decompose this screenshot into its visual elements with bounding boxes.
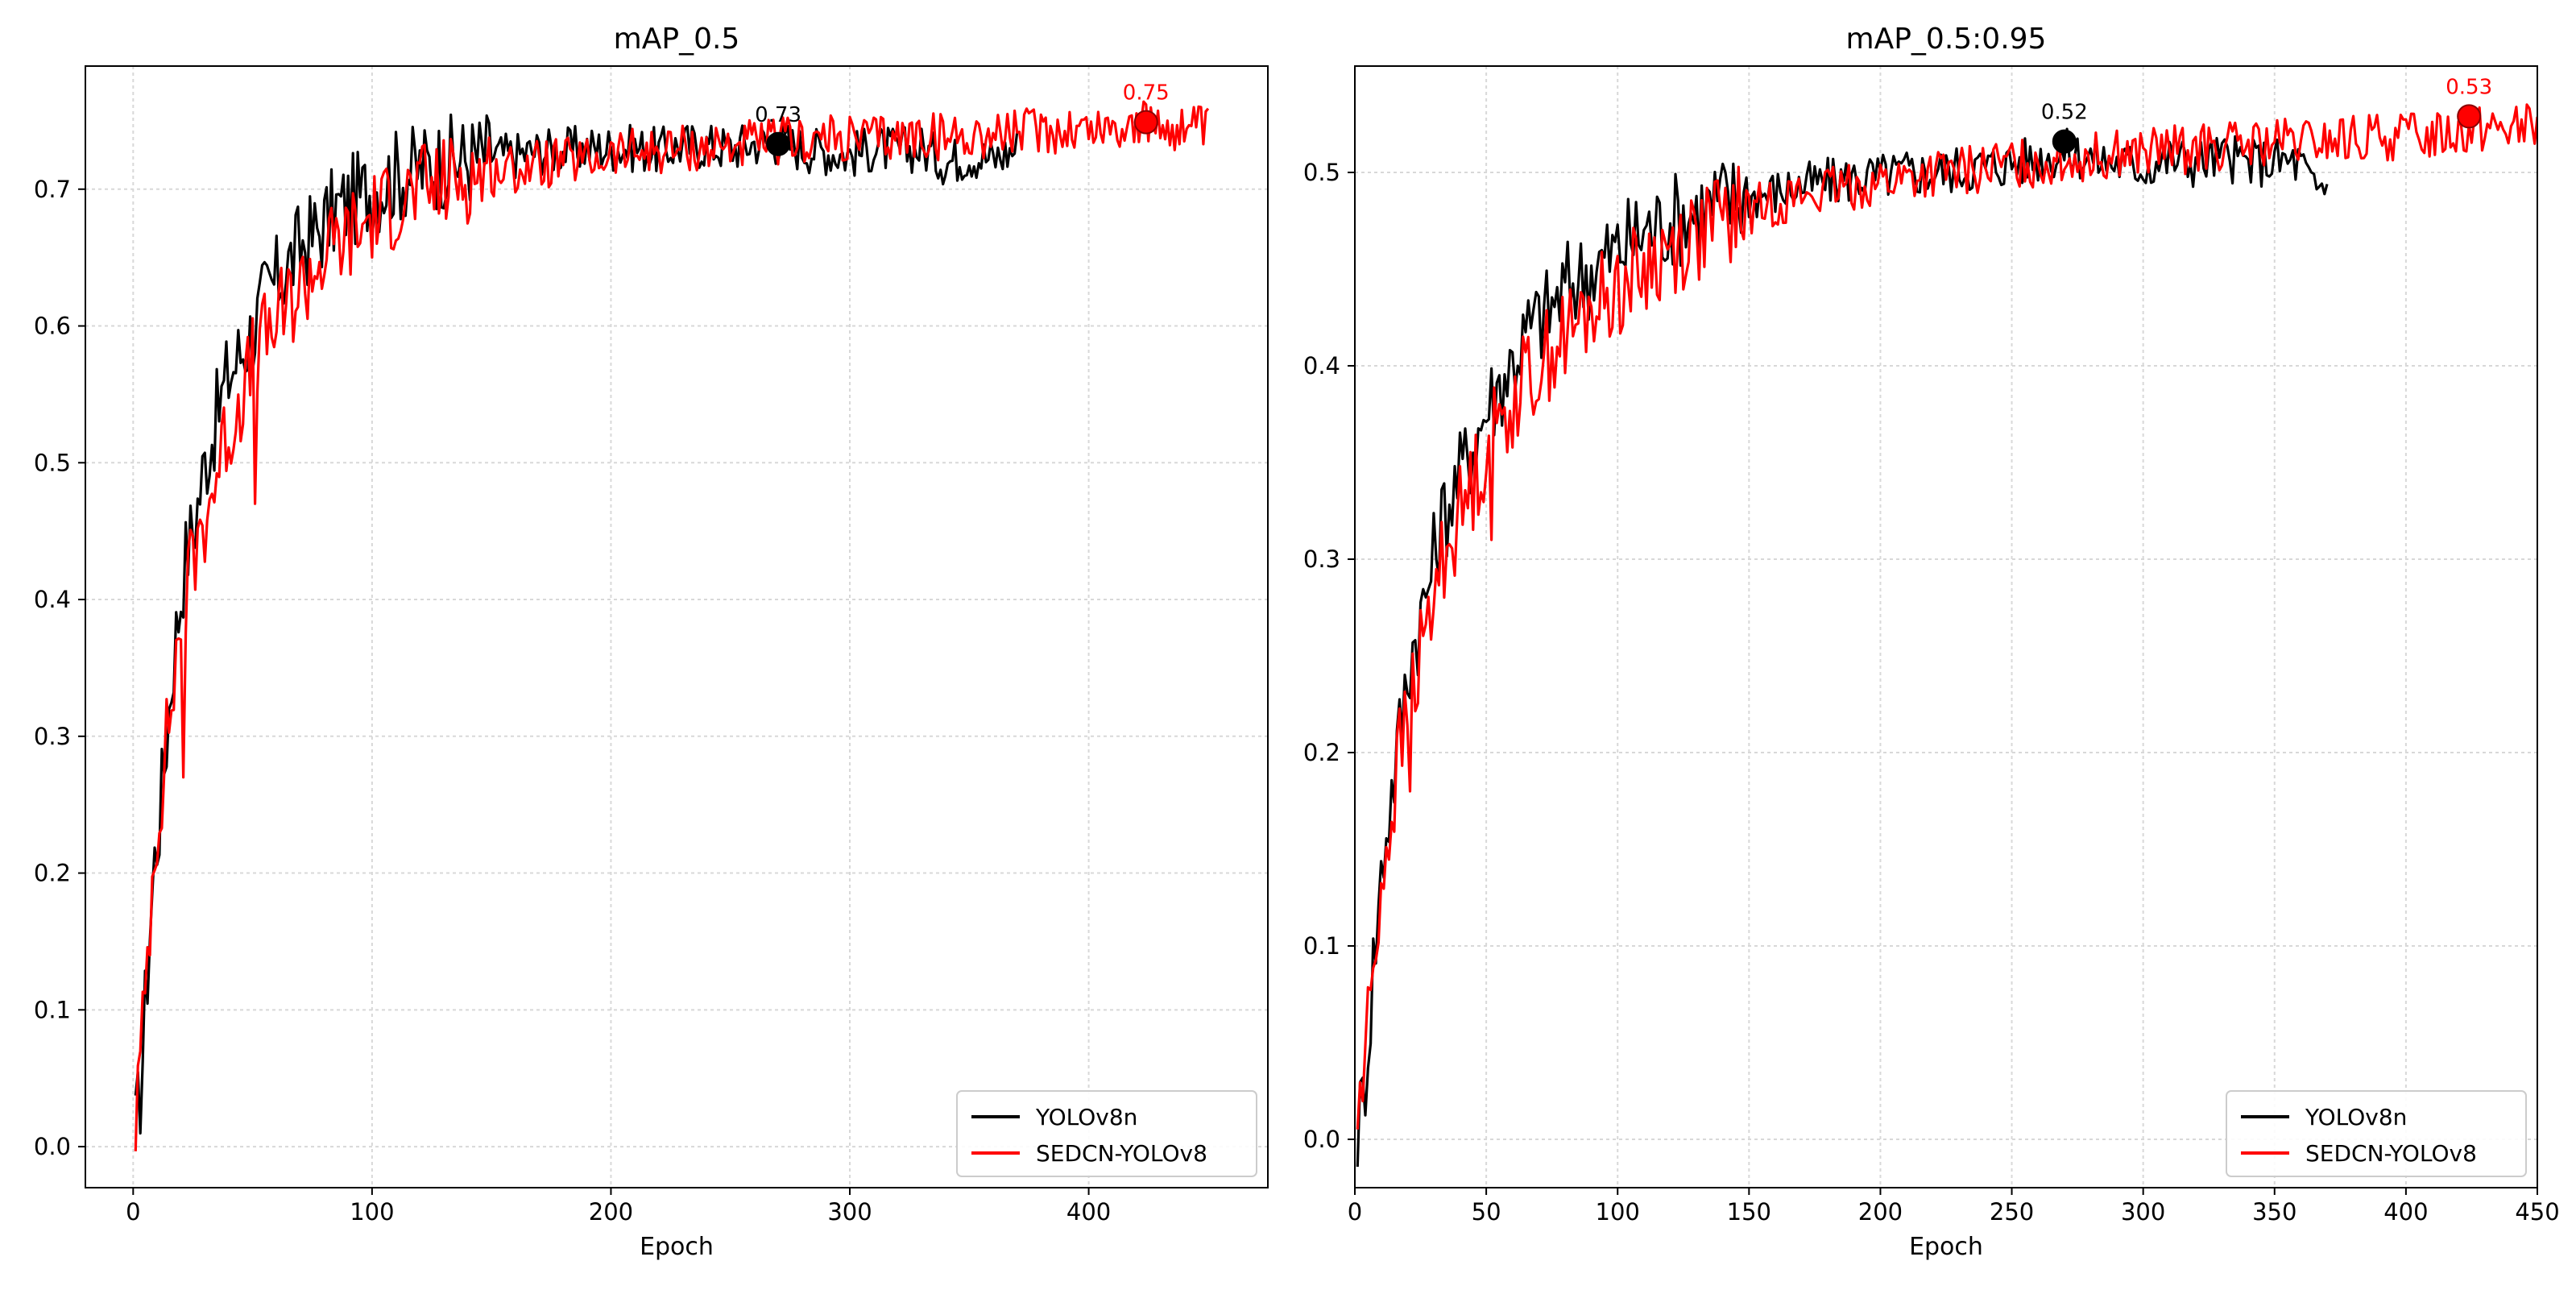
legend-label: YOLOv8n [1035, 1104, 1137, 1130]
legend-label: SEDCN-YOLOv8 [1036, 1140, 1207, 1167]
x-tick-label: 100 [1596, 1198, 1640, 1226]
axes-frame [1354, 65, 2538, 1188]
series-line-2 [134, 100, 1210, 1151]
x-tick-label: 350 [2252, 1198, 2296, 1226]
x-tick-label: 100 [350, 1198, 394, 1226]
y-tick-label: 0.3 [1303, 545, 1340, 573]
y-tick-label: 0.1 [1303, 932, 1340, 960]
x-tick-label: 450 [2515, 1198, 2559, 1226]
x-tick-label: 150 [1727, 1198, 1771, 1226]
peak-label: 0.52 [2041, 101, 2088, 125]
y-tick-label: 0.4 [34, 586, 71, 613]
y-tick-label: 0.7 [34, 176, 71, 203]
y-tick-label: 0.6 [34, 313, 71, 340]
y-tick-label: 0.5 [1303, 159, 1340, 186]
x-tick-label: 200 [589, 1198, 633, 1226]
x-axis-label: Epoch [640, 1233, 714, 1261]
peak-marker [766, 131, 791, 156]
legend-label: SEDCN-YOLOv8 [2305, 1140, 2477, 1167]
y-tick-label: 0.4 [1303, 352, 1340, 380]
chart-2: 0.52 0.53 0 50 100 150 200 250 300 350 400 450 0.0 0.… [1303, 23, 2560, 1261]
y-tick-label: 0.0 [34, 1133, 71, 1160]
y-tick-label: 0.1 [34, 996, 71, 1023]
x-tick-label: 50 [1472, 1198, 1501, 1226]
x-tick-label: 300 [827, 1198, 872, 1226]
peak-label: 0.53 [2446, 75, 2492, 99]
x-tick-label: 400 [1066, 1198, 1111, 1226]
y-tick-label: 0.2 [34, 860, 71, 887]
y-tick-label: 0.2 [1303, 739, 1340, 766]
y-tick-label: 0.3 [34, 723, 71, 750]
plot-area [85, 66, 1268, 1188]
x-tick-label: 0 [126, 1198, 140, 1226]
x-tick-label: 300 [2121, 1198, 2165, 1226]
x-axis-label: Epoch [1909, 1233, 1983, 1261]
legend: YOLOv8n SEDCN-YOLOv8 [956, 1090, 1257, 1177]
legend-box [2226, 1090, 2527, 1177]
chart-title: mAP_0.5 [614, 23, 740, 56]
chart-1: 0.73 0.75 0 100 200 300 400 0.0 0.1 0.2 0.3 0.4 0.5 0… [34, 23, 1269, 1261]
chart-title: mAP_0.5:0.95 [1846, 23, 2047, 56]
peak-marker [2457, 104, 2482, 129]
plot-area [1355, 66, 2537, 1188]
peak-label: 0.75 [1123, 81, 1170, 106]
peak-marker [1133, 110, 1158, 135]
y-tick-label: 0.0 [1303, 1126, 1340, 1153]
x-tick-label: 250 [1990, 1198, 2034, 1226]
x-tick-label: 400 [2383, 1198, 2428, 1226]
legend: YOLOv8n SEDCN-YOLOv8 [2226, 1090, 2527, 1177]
peak-marker [2052, 129, 2077, 154]
legend-label: YOLOv8n [2305, 1104, 2407, 1130]
x-tick-label: 0 [1348, 1198, 1362, 1226]
x-tick-label: 200 [1858, 1198, 1903, 1226]
axes-frame [85, 65, 1269, 1188]
peak-label: 0.73 [755, 103, 801, 127]
series-line-2 [1356, 103, 2537, 1130]
legend-box [956, 1090, 1257, 1177]
y-tick-label: 0.5 [34, 449, 71, 476]
